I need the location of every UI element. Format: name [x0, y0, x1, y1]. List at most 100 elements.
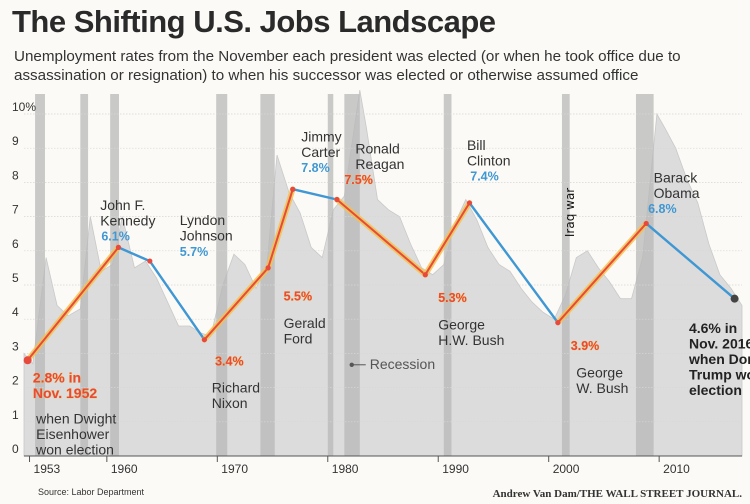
annotation-kennedy-value: 6.1%: [101, 230, 130, 244]
y-tick-label: 5: [12, 271, 19, 285]
y-tick-label: 7: [12, 203, 19, 217]
x-tick-label: 1990: [442, 462, 469, 476]
y-tick-label: 1: [12, 408, 19, 422]
annotation-line: Nov. 1952: [33, 385, 98, 401]
annotation-line: H.W. Bush: [438, 332, 504, 348]
recession-band-2: [80, 94, 89, 456]
series-line-ronald-reagan: [335, 198, 427, 276]
annotation-line: Clinton: [467, 152, 511, 168]
annotation-line: Kennedy: [100, 212, 155, 228]
data-point: [290, 186, 296, 192]
series-line-richard-nixon: [203, 266, 270, 341]
annotation-line: 7.4%: [470, 170, 499, 184]
annotation-line: 6.8%: [648, 202, 677, 216]
annotation-line: 5.7%: [180, 245, 209, 259]
recession-band-1: [35, 94, 45, 456]
series-line-lyndon-johnson: [148, 259, 206, 341]
data-point: [115, 244, 122, 250]
annotation-line: Bill: [467, 137, 486, 153]
data-point: [643, 220, 649, 227]
annotation-iraq-war: Iraq war: [563, 188, 577, 237]
annotation-line: Ford: [284, 330, 313, 346]
annotation-line: 7.5%: [344, 173, 373, 187]
series-line-jimmy-carter: [291, 187, 339, 201]
series-line-bill-clinton: [468, 201, 560, 324]
recession-band-8: [443, 94, 452, 456]
recession-band-7: [344, 94, 360, 456]
annotation-line: Reagan: [355, 156, 404, 172]
annotation-line: when Dwight: [35, 411, 116, 427]
annotation-line: 3.4%: [215, 354, 244, 368]
annotation-wbush-value: 3.9%: [570, 339, 600, 354]
y-tick-label: 6: [12, 237, 19, 251]
series-line-john-f-kennedy: [117, 246, 152, 263]
x-tick-label: 2010: [663, 462, 690, 476]
annotation-line: Nov. 2016: [689, 335, 750, 351]
chart-subtitle: Unemployment rates from the November eac…: [14, 48, 681, 84]
y-tick-label: 3: [12, 339, 19, 353]
series-line-george-h-w-bush: [424, 201, 471, 276]
annotation-line: when Donald: [688, 351, 750, 367]
y-tick-label: 2: [12, 374, 19, 388]
annotation-line: Johnson: [180, 228, 233, 244]
recession-band-4: [216, 94, 228, 456]
annotation-line: Jimmy: [301, 128, 341, 144]
series-line-dwight-eisenhower: [26, 246, 120, 362]
annotation-clinton-value: 7.4%: [470, 170, 499, 184]
annotation-line: George: [576, 364, 623, 380]
annotation-line: 5.3%: [438, 291, 467, 305]
series-line-barack-obama: [645, 222, 736, 300]
data-point: [147, 258, 153, 264]
x-tick-label: 1980: [332, 462, 359, 476]
annotation-line: election: [689, 382, 742, 398]
data-point: [23, 356, 32, 365]
data-point: [555, 320, 561, 326]
annotation-obama-value: 6.8%: [648, 202, 677, 216]
y-tick-label: 0: [12, 442, 19, 456]
chart-title: The Shifting U.S. Jobs Landscape: [12, 4, 496, 39]
annotation-reagan-value: 7.5%: [344, 173, 373, 188]
y-tick-label: 4: [12, 305, 19, 319]
recession-band-5: [260, 94, 275, 456]
data-point: [334, 196, 340, 203]
annotation-line: 7.8%: [301, 161, 330, 175]
annotation-line: Trump won: [689, 366, 750, 382]
annotation-recession-label: Recession: [370, 356, 435, 372]
data-point: [422, 272, 428, 278]
y-tick-label: 10%: [12, 100, 36, 114]
data-point: [265, 265, 271, 271]
annotation-carter-value: 7.8%: [301, 161, 330, 175]
annotation-kennedy-name: John F.Kennedy: [100, 197, 155, 229]
annotation-line: Carter: [301, 144, 340, 160]
recession-band-3: [110, 94, 119, 456]
annotation-ford-value: 5.5%: [283, 289, 312, 304]
annotation-line: Lyndon: [180, 212, 225, 228]
data-point: [730, 294, 739, 303]
credit-line: Andrew Van Dam/THE WALL STREET JOURNAL.: [492, 488, 742, 500]
annotation-nixon-value: 3.4%: [215, 354, 244, 369]
annotation-line: 2.8% in: [33, 369, 81, 385]
recession-band-10: [635, 94, 654, 456]
x-tick-label: 1970: [221, 462, 248, 476]
annotation-line: W. Bush: [576, 380, 628, 396]
annotation-hwbush-value: 5.3%: [438, 291, 467, 306]
annotation-line: Richard: [212, 380, 260, 396]
annotation-line: Eisenhower: [36, 426, 109, 442]
y-tick-label: 9: [12, 134, 19, 148]
annotation-line: Barack: [654, 169, 699, 185]
annotation-line: 3.9%: [571, 339, 600, 353]
series-line-george-w-bush: [556, 222, 648, 324]
annotation-line: George: [438, 316, 485, 332]
annotation-johnson-value: 5.7%: [180, 245, 209, 259]
